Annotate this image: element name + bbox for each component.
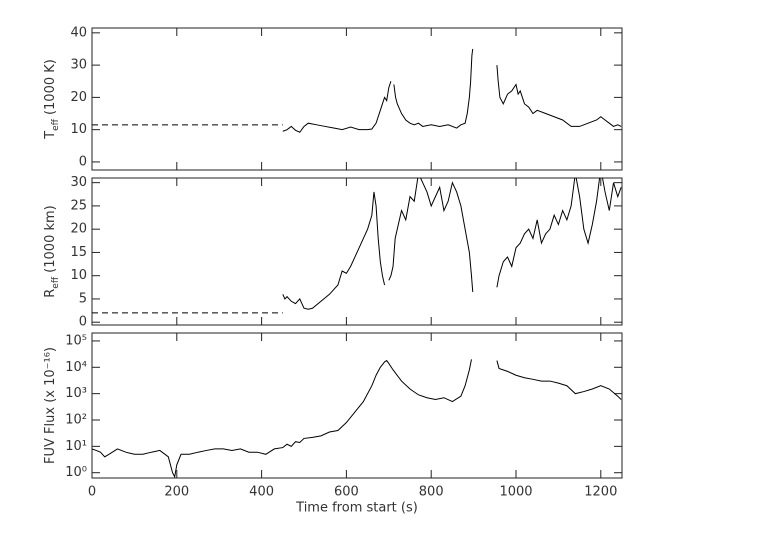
plot-frame (91, 27, 623, 171)
y-tick-label: 30 (70, 175, 87, 190)
y-tick-label: 10⁴ (65, 360, 87, 375)
y-axis-title: Teff (1000 K) (43, 59, 61, 140)
y-tick-label: 10 (70, 268, 87, 283)
y-axis-title-part: (1000 K) (43, 59, 58, 119)
y-tick-label: 20 (70, 222, 87, 237)
y-axis-title-part: eff (51, 118, 61, 131)
x-tick-label: 0 (88, 485, 96, 500)
y-axis-title-part: R (43, 289, 58, 298)
y-axis-title-part: FUV Flux (x 10⁻¹⁶) (43, 347, 58, 464)
y-tick-label: 20 (70, 90, 87, 105)
y-tick-label: 25 (70, 198, 87, 213)
x-tick-label: 1200 (584, 485, 617, 500)
data-line (92, 359, 622, 478)
y-tick-label: 30 (70, 58, 87, 73)
y-tick-label: 10 (70, 122, 87, 137)
y-tick-label: 10¹ (65, 439, 87, 454)
y-tick-label: 0 (79, 154, 87, 169)
y-tick-label: 15 (70, 245, 87, 260)
y-tick-label: 5 (79, 291, 87, 306)
x-tick-label: 1000 (499, 485, 532, 500)
plot-frame (91, 332, 623, 479)
x-tick-label: 600 (334, 485, 359, 500)
x-axis-title: Time from start (s) (295, 501, 418, 516)
y-tick-label: 0 (79, 315, 87, 330)
y-tick-label: 10⁰ (65, 465, 87, 480)
y-axis-title-part: T (43, 131, 58, 140)
x-tick-label: 200 (164, 485, 189, 500)
plot-frame (91, 177, 623, 326)
y-tick-label: 10² (65, 413, 87, 428)
x-tick-label: 800 (419, 485, 444, 500)
x-tick-label: 400 (249, 485, 274, 500)
data-line (282, 178, 622, 310)
y-axis-title-part: eff (51, 276, 61, 289)
y-tick-label: 10⁵ (65, 333, 87, 348)
y-tick-label: 40 (70, 25, 87, 40)
y-axis-title: Reff (1000 km) (43, 205, 61, 297)
data-line (282, 48, 622, 133)
y-axis-title: FUV Flux (x 10⁻¹⁶) (43, 347, 58, 464)
y-tick-label: 10³ (65, 386, 87, 401)
y-axis-title-part: (1000 km) (43, 205, 58, 277)
